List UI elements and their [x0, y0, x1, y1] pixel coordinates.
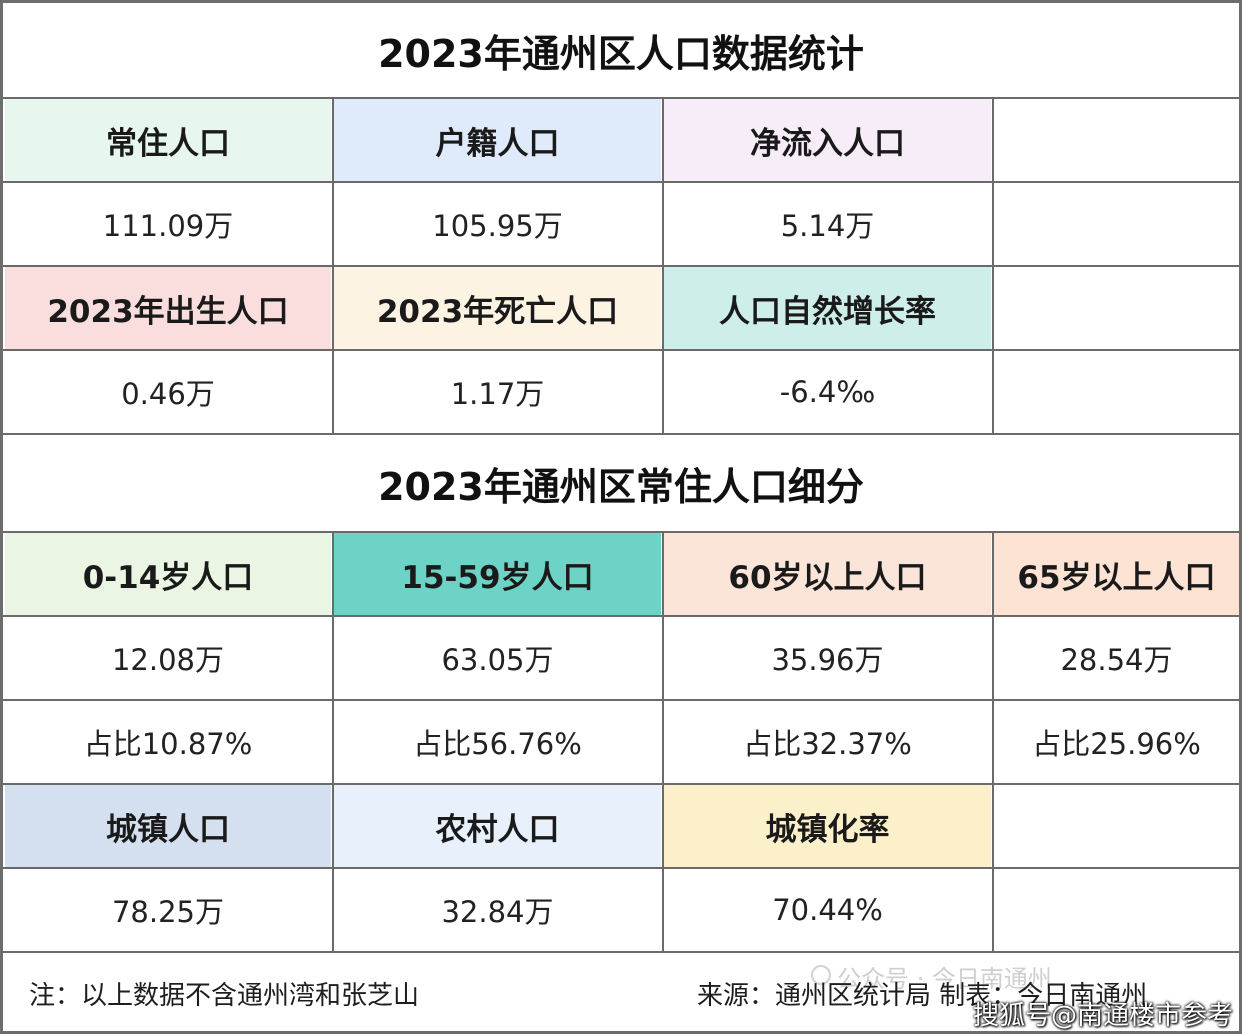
share-age-15-59: 占比56.76%: [413, 727, 582, 761]
grid-line: [662, 97, 664, 435]
value-age-65-plus: 28.54万: [1060, 643, 1173, 677]
grid-line: [332, 97, 334, 435]
footer-note: 注：以上数据不含通州湾和张芝山: [29, 981, 420, 1011]
watermark-text: 公众号 · 今日南通州: [837, 965, 1052, 993]
footer-source: 来源：通州区统计局 制表：今日南通州: [697, 981, 1148, 1011]
value-net-inflow-population: 5.14万: [780, 209, 875, 243]
section-title: 2023年通州区常住人口细分: [378, 464, 864, 509]
grid-line: [332, 531, 334, 953]
header-births-2023: 2023年出生人口: [5, 267, 331, 349]
header-urbanization-rate: 城镇化率: [664, 785, 991, 867]
header-rural-population: 农村人口: [334, 785, 661, 867]
grid-line: [3, 349, 1239, 351]
header-urban-population: 城镇人口: [5, 785, 331, 867]
header-age-15-59: 15-59岁人口: [334, 533, 661, 615]
value-age-60-plus: 35.96万: [771, 643, 884, 677]
page-title: 2023年通州区人口数据统计: [378, 31, 864, 76]
value-deaths-2023: 1.17万: [450, 377, 545, 411]
value-urbanization-rate: 70.44%: [772, 893, 883, 927]
value-urban-population: 78.25万: [111, 895, 225, 929]
grid-line: [3, 265, 1239, 267]
value-resident-population: 111.09万: [102, 209, 234, 243]
grid-line: [3, 951, 1239, 953]
value-natural-growth-rate: -6.4‰: [779, 375, 876, 409]
share-age-65-plus: 占比25.96%: [1032, 727, 1201, 761]
grid-line: [992, 531, 994, 953]
sohu-account-badge: 搜狐号@南通楼市参考: [973, 1001, 1234, 1031]
header-deaths-2023: 2023年死亡人口: [334, 267, 661, 349]
value-rural-population: 32.84万: [441, 895, 554, 929]
header-natural-growth-rate: 人口自然增长率: [664, 267, 991, 349]
header-registered-population: 户籍人口: [334, 99, 661, 181]
value-age-0-14: 12.08万: [111, 643, 225, 677]
value-births-2023: 0.46万: [121, 377, 215, 411]
grid-line: [992, 97, 994, 435]
grid-line: [3, 615, 1239, 617]
share-age-60-plus: 占比32.37%: [743, 727, 912, 761]
watermark-eye-icon: [811, 965, 831, 985]
grid-line: [3, 783, 1239, 785]
grid-line: [3, 433, 1239, 435]
share-age-0-14: 占比10.87%: [83, 727, 253, 761]
value-age-15-59: 63.05万: [441, 643, 554, 677]
grid-line: [3, 867, 1239, 869]
grid-line: [3, 181, 1239, 183]
header-age-60-plus: 60岁以上人口: [664, 533, 991, 615]
grid-line: [3, 531, 1239, 533]
grid-line: [662, 531, 664, 953]
header-resident-population: 常住人口: [5, 99, 331, 181]
header-age-65-plus: 65岁以上人口: [994, 533, 1239, 615]
grid-line: [3, 699, 1239, 701]
grid-line: [3, 97, 1239, 99]
value-registered-population: 105.95万: [432, 209, 563, 243]
header-net-inflow-population: 净流入人口: [664, 99, 991, 181]
header-age-0-14: 0-14岁人口: [5, 533, 331, 615]
